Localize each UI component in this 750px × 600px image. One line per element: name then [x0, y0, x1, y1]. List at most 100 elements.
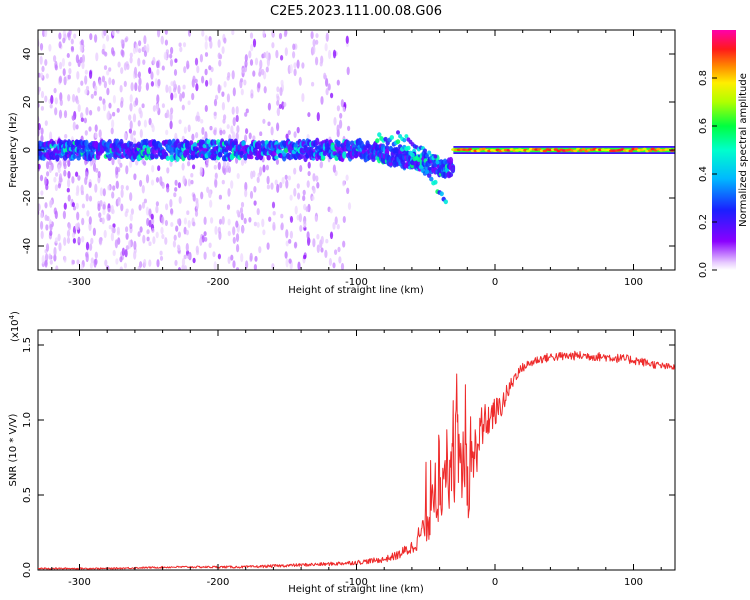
noise-cell [57, 233, 61, 242]
noise-cell [146, 43, 150, 53]
noise-cell [73, 33, 77, 39]
noise-cell [85, 251, 89, 258]
noise-cell [245, 128, 249, 135]
colorbar: 0.0 0.2 0.4 0.6 0.8 Normalized spectral ampl… [698, 30, 749, 278]
noise-cell [45, 183, 49, 191]
noise-cell [181, 257, 186, 267]
noise-cell [90, 237, 94, 245]
noise-cell [334, 216, 338, 225]
noise-cell [89, 109, 93, 116]
noise-cell [252, 38, 257, 48]
noise-cell [302, 189, 306, 196]
spectrogram-ylabel: Frequency (Hz) [8, 112, 19, 188]
noise-cell [221, 215, 225, 225]
noise-cell [283, 31, 287, 38]
noise-cell [320, 95, 324, 105]
noise-cell [160, 226, 164, 235]
noise-cell [112, 185, 116, 191]
noise-cell [97, 106, 101, 112]
branch-cell [439, 191, 444, 197]
noise-cell [85, 241, 90, 251]
noise-cell [54, 97, 58, 105]
snr-xtick-label: -100 [345, 577, 368, 588]
noise-cell [330, 92, 334, 99]
noise-cell [117, 61, 121, 68]
noise-cell [327, 83, 331, 91]
noise-cell [203, 231, 207, 237]
colorbar-tick-label: 0.8 [698, 70, 709, 86]
spectrogram-xtick-label: -300 [68, 277, 91, 288]
noise-cell [174, 179, 178, 186]
noise-cell [173, 87, 177, 93]
noise-cell [169, 160, 173, 167]
noise-cell [123, 62, 127, 71]
noise-cell [63, 76, 67, 86]
noise-cell [306, 180, 310, 188]
noise-cell [279, 86, 283, 97]
noise-cell [59, 99, 63, 106]
noise-cell [44, 30, 48, 38]
noise-cell [218, 194, 222, 200]
noise-cell [44, 120, 48, 126]
noise-cell [101, 217, 105, 225]
noise-cell [209, 125, 213, 131]
noise-cell [156, 259, 160, 268]
noise-cell [187, 124, 191, 133]
noise-cell [66, 187, 70, 193]
noise-cell [236, 209, 240, 215]
noise-cell [315, 33, 319, 39]
spectrogram-xtick-label: -100 [345, 277, 368, 288]
band-cell [239, 150, 244, 156]
noise-cell [345, 35, 349, 44]
noise-cell [298, 76, 302, 86]
branch-cell [435, 160, 440, 165]
noise-cell [58, 109, 63, 119]
noise-cell [58, 176, 62, 182]
noise-cell [299, 224, 303, 232]
noise-cell [205, 79, 209, 87]
noise-cell [172, 80, 176, 89]
branch-cell [404, 134, 409, 139]
noise-cell [67, 194, 71, 202]
noise-cell [244, 189, 248, 198]
carrier-cell [628, 149, 633, 153]
noise-cell [75, 223, 79, 231]
noise-cell [95, 168, 99, 173]
noise-cell [75, 202, 79, 210]
noise-cell [254, 57, 259, 66]
noise-cell [119, 84, 123, 93]
noise-cell [315, 56, 319, 66]
noise-cell [339, 112, 343, 119]
noise-cell [177, 267, 182, 270]
noise-cell [139, 226, 143, 233]
noise-cell [266, 175, 270, 185]
noise-cell [310, 31, 314, 40]
noise-cell [342, 216, 346, 223]
noise-cell [129, 52, 133, 58]
spectrogram-xtick-label: -200 [207, 277, 230, 288]
noise-cell [38, 163, 41, 170]
noise-cell [256, 208, 260, 216]
noise-cell [266, 184, 270, 190]
noise-cell [111, 191, 115, 199]
noise-cell [223, 37, 227, 44]
noise-cell [235, 114, 239, 123]
noise-cell [40, 230, 44, 240]
noise-cell [200, 191, 204, 200]
noise-cell [94, 183, 98, 193]
noise-cell [161, 65, 165, 71]
branch-cell [443, 199, 448, 205]
noise-cell [207, 190, 212, 198]
noise-cell [39, 55, 43, 65]
noise-cell [121, 247, 125, 257]
noise-cell [103, 229, 107, 239]
noise-cell [89, 33, 93, 41]
noise-cell [293, 131, 297, 138]
noise-cell [215, 94, 219, 100]
noise-cell [265, 50, 269, 60]
noise-cell [94, 251, 98, 259]
noise-cell [232, 260, 236, 269]
noise-cell [196, 65, 200, 74]
band-cell [394, 146, 399, 154]
noise-cell [143, 50, 148, 58]
